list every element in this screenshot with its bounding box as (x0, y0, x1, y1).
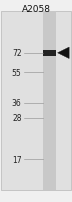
Bar (43, 12, 56, 190)
Text: 55: 55 (12, 68, 22, 77)
Polygon shape (58, 48, 69, 59)
Text: 17: 17 (12, 155, 22, 164)
Text: A2058: A2058 (22, 5, 50, 14)
Bar (43, 50, 56, 57)
Text: 28: 28 (12, 114, 22, 123)
Text: 36: 36 (12, 99, 22, 107)
Text: 72: 72 (12, 49, 22, 58)
Bar (1, 12, 71, 190)
